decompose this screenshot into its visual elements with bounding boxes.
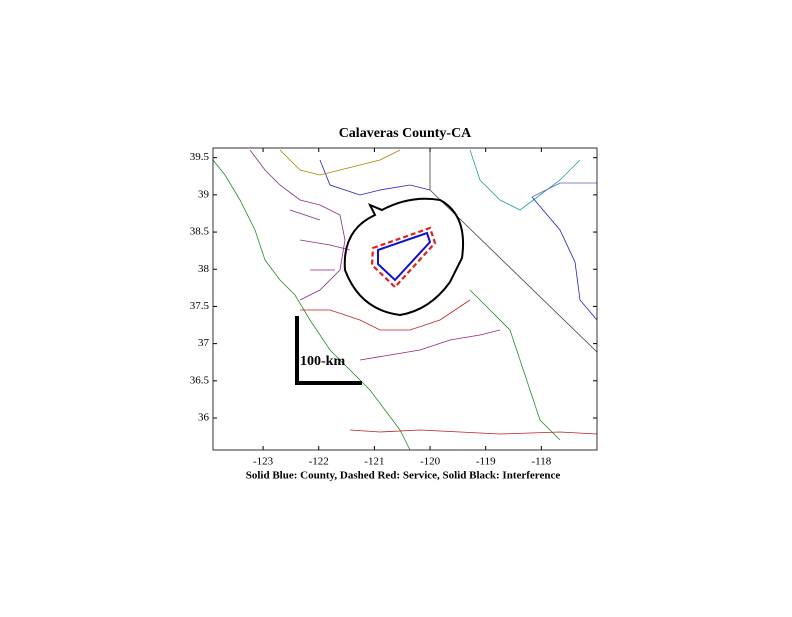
y-tick-label: 36.5	[190, 374, 210, 386]
y-tick-label: 39	[198, 188, 210, 200]
axes-frame	[212, 147, 598, 451]
y-tick-label: 38	[198, 263, 210, 275]
service-contour	[370, 226, 437, 289]
x-label: Solid Blue: County, Dashed Red: Service,…	[246, 470, 561, 482]
x-tick-label: -122	[309, 456, 329, 468]
scale-bar	[295, 316, 362, 385]
x-tick-label: -119	[476, 456, 496, 468]
y-tick-label: 38.5	[190, 226, 210, 238]
boundaries	[212, 148, 598, 451]
x-tick-label: -120	[420, 456, 441, 468]
y-tick-label: 36	[198, 412, 210, 424]
y-tick-label: 37	[198, 337, 210, 349]
interference-contour	[343, 197, 464, 317]
y-tick-label: 37.5	[190, 300, 210, 312]
county-boundary	[377, 231, 432, 282]
x-tick-label: -121	[364, 456, 384, 468]
y-tick-label: 39.5	[190, 151, 210, 163]
scale-label: 100-km	[300, 354, 345, 369]
x-tick-label: -123	[253, 456, 274, 468]
title: Calaveras County-CA	[339, 126, 472, 141]
x-tick-label: -118	[531, 456, 551, 468]
